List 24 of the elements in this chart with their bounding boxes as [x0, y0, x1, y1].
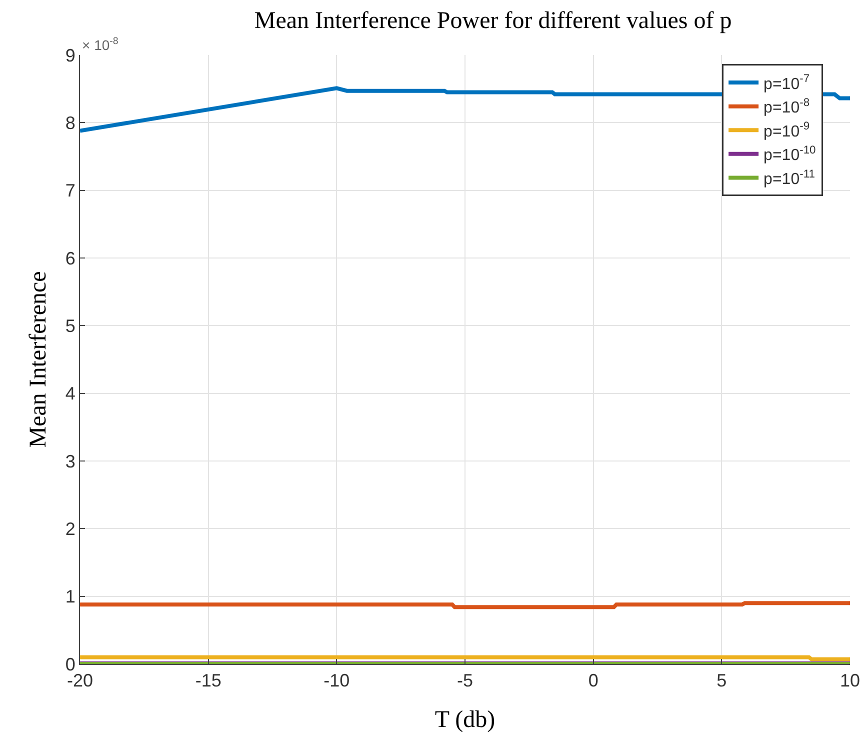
y-tick-label: 7	[65, 180, 76, 201]
x-tick-label: -5	[456, 670, 474, 691]
y-axis-title: Mean Interference	[25, 271, 52, 448]
text: × 10$^{-8}$	[82, 36, 119, 53]
legend-label: p=10$^{-11}$	[764, 168, 815, 188]
legend-label: p=10$^{-10}$	[764, 144, 816, 164]
y-tick-label: 2	[65, 518, 76, 539]
y-tick-label: 4	[65, 384, 76, 404]
x-axis-title: T (db)	[434, 706, 496, 733]
x-tick-label: -10	[324, 670, 350, 691]
y-tick-label: 8	[65, 112, 76, 133]
legend-label: p=10$^{-7}$	[764, 73, 810, 93]
y-tick-label: 6	[65, 248, 76, 268]
legend-label: p=10$^{-9}$	[764, 120, 810, 140]
x-tick-label: -15	[195, 670, 222, 691]
chart-title: Mean Interference Power for different values of p	[254, 8, 732, 34]
y-tick-label: 9	[65, 45, 76, 66]
x-tick-label: 10	[840, 670, 860, 691]
x-tick-label: 5	[716, 670, 727, 691]
y-tick-label: 5	[65, 316, 76, 336]
x-tick-label: 0	[588, 670, 598, 691]
y-tick-label: 1	[65, 586, 76, 607]
legend-label: p=10$^{-8}$	[764, 96, 810, 117]
y-tick-label: 3	[65, 451, 76, 472]
